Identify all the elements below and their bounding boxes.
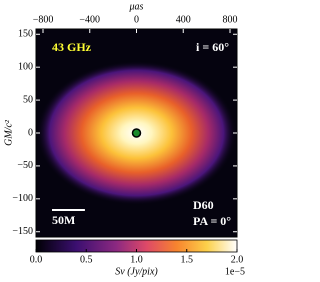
x-tick-label: 800 — [222, 14, 237, 25]
position-angle-label: PA = 0° — [193, 214, 231, 228]
x-tick-label: 400 — [176, 14, 191, 25]
colorbar-tick-label: 0.0 — [30, 254, 43, 265]
x-tick-label: −400 — [79, 14, 100, 25]
y-tick-label: −150 — [12, 226, 33, 237]
y-tick-label: 100 — [18, 61, 33, 72]
black-hole-marker — [131, 128, 142, 138]
scalebar-label: 50M — [52, 213, 75, 227]
x-tick-label: −800 — [33, 14, 54, 25]
colorbar-offset: 1e−5 — [225, 266, 245, 277]
colorbar-tick-label: 1.5 — [181, 254, 194, 265]
y-axis-label: GM/c² — [3, 119, 14, 146]
colorbar-tick-label: 1.0 — [130, 254, 143, 265]
chart: μas GM/c² 43 GHz i = 60° D60 PA = 0° 50M… — [3, 1, 245, 277]
y-tick-label: −50 — [17, 160, 33, 171]
colorbar-tick-label: 0.5 — [80, 254, 93, 265]
colorbar-tick-label: 2.0 — [231, 254, 244, 265]
y-tick-label: 150 — [18, 29, 33, 40]
x-tick-label: 0 — [134, 14, 139, 25]
model-label: D60 — [193, 198, 214, 212]
inclination-label: i = 60° — [196, 40, 229, 54]
y-tick-label: −100 — [12, 193, 33, 204]
x-axis-label: μas — [129, 1, 144, 12]
colorbar-label: Sν (Jy/pix) — [115, 266, 158, 277]
frequency-label: 43 GHz — [52, 40, 92, 54]
y-tick-label: 50 — [23, 94, 33, 105]
y-tick-label: 0 — [28, 127, 33, 138]
